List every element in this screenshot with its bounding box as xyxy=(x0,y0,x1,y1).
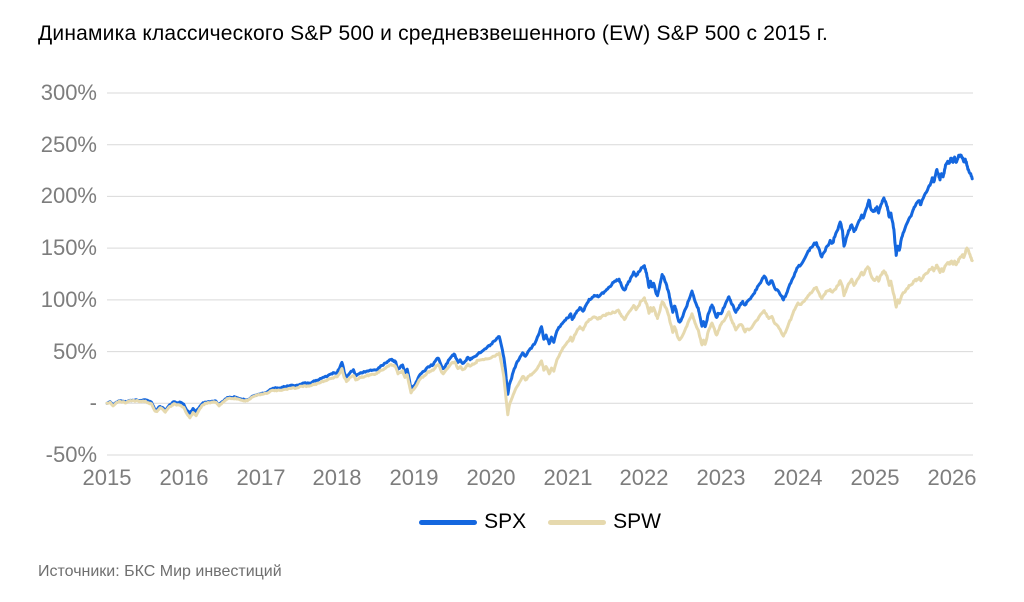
x-tick-label: 2021 xyxy=(543,465,593,490)
y-tick-label: 50% xyxy=(52,339,97,364)
legend-label-spx: SPX xyxy=(484,510,527,533)
spx-line-swatch xyxy=(419,519,478,525)
y-tick-label: 100% xyxy=(40,287,97,312)
x-tick-label: 2018 xyxy=(312,465,362,490)
x-tick-label: 2024 xyxy=(773,465,823,490)
y-tick-label: 250% xyxy=(40,132,97,157)
spw-line-swatch xyxy=(548,519,607,525)
x-tick-label: 2019 xyxy=(389,465,439,490)
source-note: Источники: БКС Мир инвестиций xyxy=(38,563,282,580)
x-tick-label: 2016 xyxy=(159,465,209,490)
series-line-spx xyxy=(105,153,974,415)
y-tick-label: 150% xyxy=(40,235,97,260)
x-tick-label: 2020 xyxy=(466,465,516,490)
y-tick-label: 200% xyxy=(40,183,97,208)
x-tick-label: 2017 xyxy=(236,465,286,490)
legend: SPX SPW xyxy=(107,510,973,534)
y-tick-label: 300% xyxy=(40,80,97,105)
series-line-spw xyxy=(105,246,974,420)
x-tick-label: 2025 xyxy=(850,465,900,490)
legend-label-spw: SPW xyxy=(613,510,661,533)
y-tick-label: - xyxy=(89,390,97,415)
y-tick-label: -50% xyxy=(45,442,97,467)
x-tick-label: 2023 xyxy=(696,465,746,490)
x-tick-label: 2022 xyxy=(619,465,669,490)
legend-item-spx: SPX xyxy=(419,510,526,534)
x-tick-label: 2015 xyxy=(82,465,132,490)
legend-item-spw: SPW xyxy=(548,510,661,534)
x-tick-label: 2026 xyxy=(927,465,977,490)
chart-title: Динамика классического S&P 500 и среднев… xyxy=(38,22,829,45)
